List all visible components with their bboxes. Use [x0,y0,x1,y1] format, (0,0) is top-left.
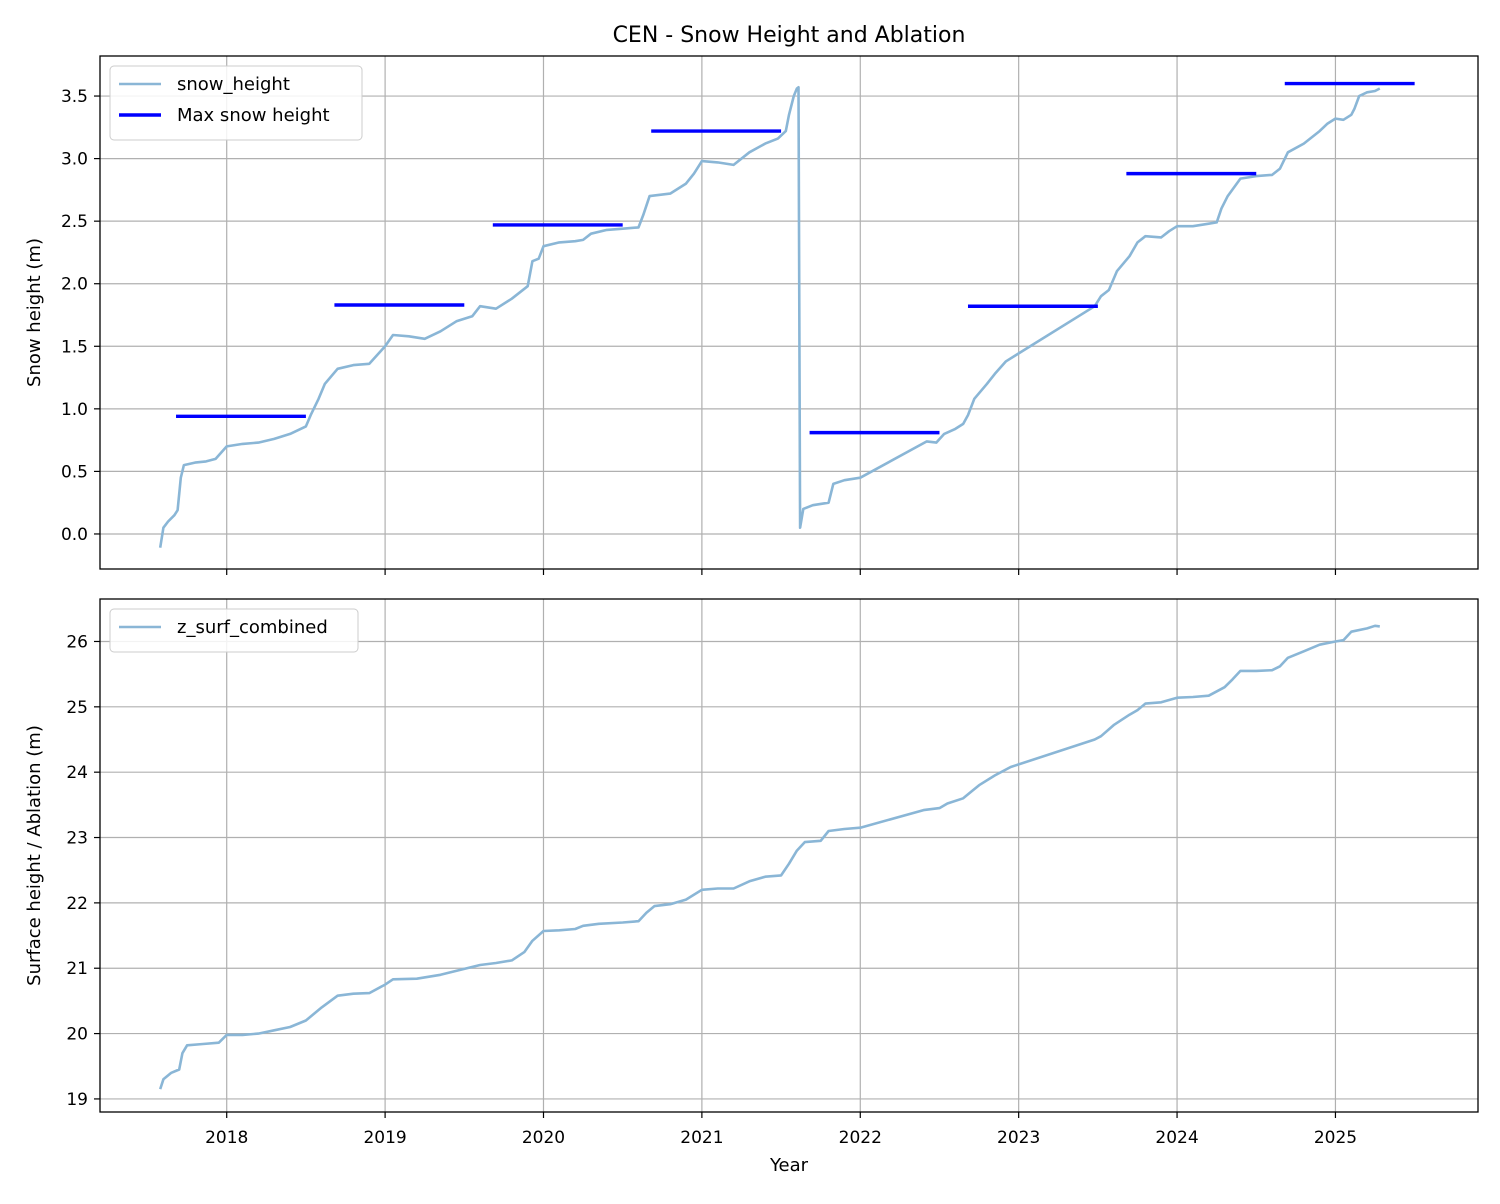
y-tick-label: 0.0 [61,525,88,545]
snow-height-panel: 0.0 0.5 1.0 1.5 2.0 2.5 3.0 3.5 Snow height (m) s… [24,55,1479,575]
y-tick-label: 26 [66,632,88,652]
legend-label: z_surf_combined [177,617,328,638]
x-tick-label: 2023 [997,1128,1040,1148]
x-tick-label: 2022 [839,1128,882,1148]
x-tick-label: 2020 [522,1128,565,1148]
x-tick-label: 2018 [205,1128,248,1148]
plot-frame [99,55,1479,570]
x-tick-label: 2021 [680,1128,723,1148]
legend: snow_height Max snow height [109,65,363,141]
grid-lines [100,599,1478,1112]
y-tick-label: 1.5 [61,337,88,357]
y-tick-label: 23 [66,829,88,849]
x-tick-label: 2025 [1314,1128,1357,1148]
y-tick-label: 3.5 [61,87,88,107]
series-line-z-surf-combined [158,624,1380,1090]
y-tick-label: 21 [66,959,88,979]
x-tick-label: 2024 [1155,1128,1198,1148]
plot-frame [99,598,1479,1113]
y-axis-label: Surface height / Ablation (m) [24,725,45,986]
x-axis-label: Year [769,1155,809,1176]
series-line-snow-height [158,86,1381,548]
y-tick-label: 25 [66,698,88,718]
legend-box [109,65,363,141]
y-tick-label: 19 [66,1090,88,1110]
y-axis-label: Snow height (m) [24,238,45,387]
grid-lines [100,56,1478,569]
x-tick-label: 2019 [363,1128,406,1148]
y-tick-label: 3.0 [61,150,88,170]
legend: z_surf_combined [109,608,359,653]
y-tick-label: 1.0 [61,400,88,420]
y-tick-label: 20 [66,1025,88,1045]
y-tick-label: 0.5 [61,462,88,482]
y-tick-label: 24 [66,763,88,783]
legend-label: Max snow height [177,105,330,126]
legend-label: snow_height [177,74,290,95]
y-tick-label: 2.0 [61,275,88,295]
y-tick-label: 2.5 [61,212,88,232]
y-tick-label: 22 [66,894,88,914]
chart-title: CEN - Snow Height and Ablation [613,23,966,48]
legend-box [109,608,359,653]
surface-height-panel: 2018 2019 2020 2021 2022 2023 2024 202519202122… [24,598,1479,1148]
